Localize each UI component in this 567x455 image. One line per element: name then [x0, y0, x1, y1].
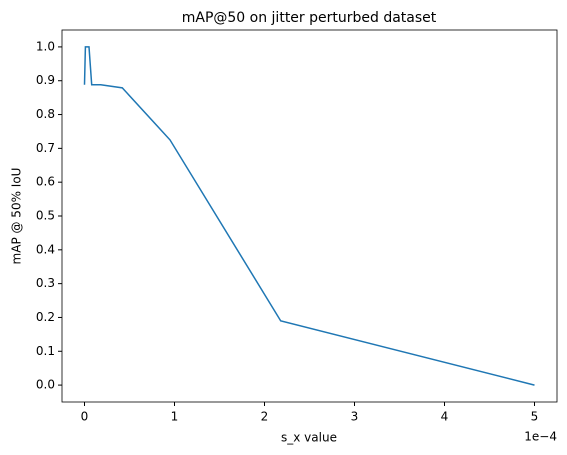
y-axis-label: mAP @ 50% IoU: [10, 168, 24, 265]
x-offset-label: 1e−4: [524, 430, 557, 444]
x-tick-label: 5: [531, 410, 539, 424]
x-tick-label: 0: [81, 410, 89, 424]
y-tick-label: 0.0: [36, 378, 55, 392]
x-axis-label: s_x value: [281, 431, 337, 445]
data-line: [83, 46, 535, 386]
y-tick-label: 0.6: [36, 175, 55, 189]
y-tick-label: 1.0: [36, 39, 55, 53]
y-tick-label: 0.1: [36, 344, 55, 358]
y-tick-label: 0.5: [36, 209, 55, 223]
y-tick-label: 0.2: [36, 310, 55, 324]
x-tick-label: 4: [441, 410, 449, 424]
y-tick-label: 0.8: [36, 107, 55, 121]
y-tick-label: 0.9: [36, 73, 55, 87]
chart-title: mAP@50 on jitter perturbed dataset: [182, 10, 437, 26]
x-tick-label: 3: [351, 410, 359, 424]
y-tick-label: 0.7: [36, 141, 55, 155]
plot-frame: [61, 29, 558, 403]
x-tick-label: 1: [171, 410, 179, 424]
y-tick-label: 0.3: [36, 276, 55, 290]
x-tick-label: 2: [261, 410, 269, 424]
y-tick-label: 0.4: [36, 242, 55, 256]
